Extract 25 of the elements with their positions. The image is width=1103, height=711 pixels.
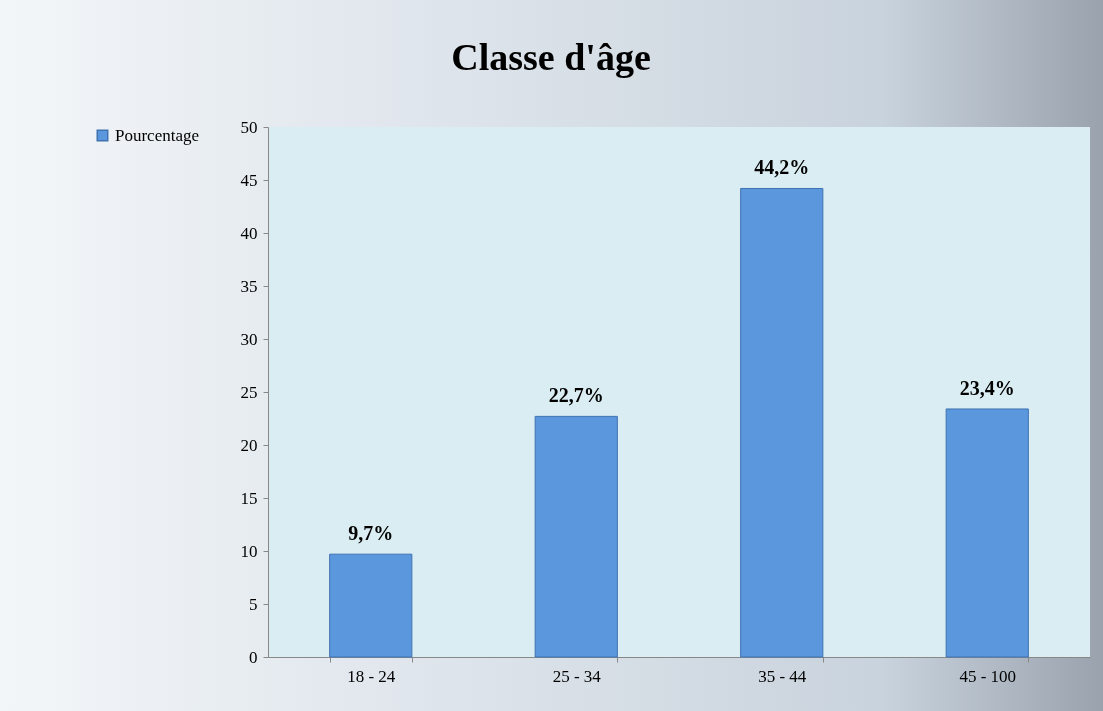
- x-tick-label: 25 - 34: [552, 666, 602, 686]
- data-label: 44,2%: [754, 156, 810, 179]
- y-tick-label: 15: [240, 488, 258, 508]
- chart-title: Classe d'âge: [451, 36, 651, 78]
- bar: [945, 408, 1029, 658]
- x-tick-label: 18 - 24: [347, 666, 396, 686]
- data-label: 23,4%: [959, 376, 1015, 399]
- x-tick-label: 45 - 100: [959, 666, 1017, 686]
- y-tick-label: 35: [240, 276, 258, 296]
- data-label: 9,7%: [348, 522, 394, 545]
- y-tick-label: 10: [240, 541, 258, 561]
- x-tick-label: 35 - 44: [758, 666, 807, 686]
- data-label: 22,7%: [548, 384, 604, 407]
- y-tick-label: 25: [240, 382, 258, 402]
- bar: [534, 415, 618, 658]
- bar: [740, 187, 824, 658]
- bar: [329, 553, 413, 658]
- y-tick-label: 45: [240, 170, 258, 190]
- legend-label: Pourcentage: [115, 125, 200, 145]
- y-tick-label: 20: [240, 435, 258, 455]
- y-tick-label: 30: [240, 329, 258, 349]
- y-tick-label: 0: [249, 647, 258, 667]
- y-tick-label: 5: [249, 594, 258, 614]
- y-tick-label: 40: [240, 223, 258, 243]
- y-tick-label: 50: [240, 117, 258, 137]
